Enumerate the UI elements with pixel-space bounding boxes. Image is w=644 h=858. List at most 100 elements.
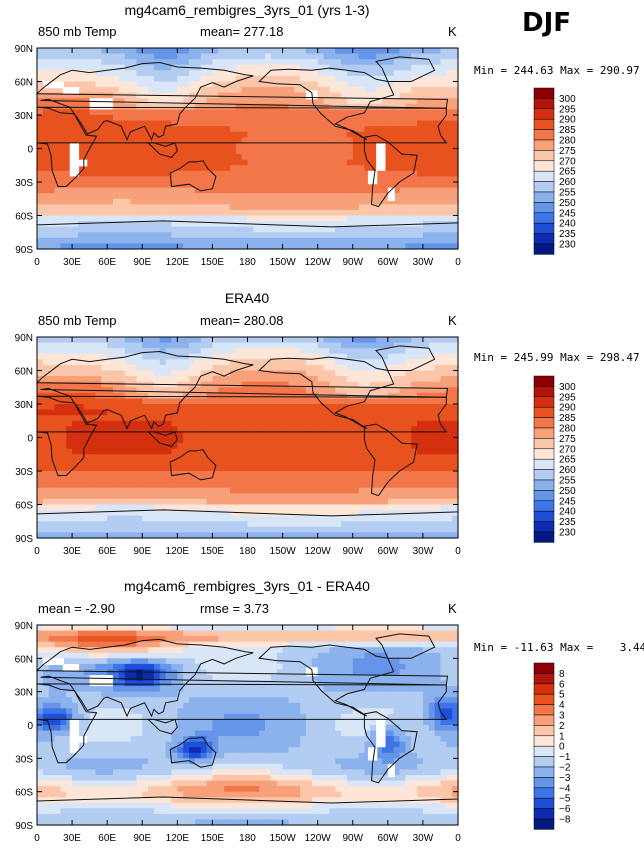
colorbar-label: 300 bbox=[559, 382, 576, 393]
y-tick-label: 30S bbox=[15, 754, 33, 765]
panel-map: 0 30E 60E 90E 120E 150E 180 150W 120W 90W 60W 30W 09… bbox=[15, 621, 462, 844]
x-tick-label: 90W bbox=[342, 546, 363, 557]
colorbar-swatch bbox=[533, 87, 555, 99]
y-tick-label: 60N bbox=[15, 367, 33, 378]
x-tick-label: 60E bbox=[98, 257, 116, 268]
coastlines bbox=[35, 633, 459, 804]
colorbar-label: −3 bbox=[559, 773, 571, 784]
x-tick-label: 150W bbox=[270, 833, 297, 844]
colorbar-swatch bbox=[533, 469, 555, 481]
colorbar-swatch bbox=[533, 662, 555, 674]
colorbar-swatch bbox=[533, 714, 555, 726]
colorbar-label: 255 bbox=[559, 476, 576, 487]
panel-title: mg4cam6_rembigres_3yrs_01 (yrs 1-3) bbox=[124, 2, 370, 18]
colorbar-swatch bbox=[533, 129, 555, 141]
x-tick-label: 30W bbox=[413, 833, 434, 844]
colorbar-label: 235 bbox=[559, 229, 576, 240]
x-tick-label: 30E bbox=[63, 833, 81, 844]
x-tick-label: 0 bbox=[455, 546, 461, 557]
colorbar-label: 6 bbox=[559, 679, 565, 690]
colorbar-swatch bbox=[533, 479, 555, 491]
x-tick-label: 90E bbox=[133, 833, 151, 844]
colorbar-label: 280 bbox=[559, 136, 576, 147]
colorbar-label: 4 bbox=[559, 700, 565, 711]
y-tick-label: 30S bbox=[15, 467, 33, 478]
panel-variable-label: 850 mb Temp bbox=[38, 313, 117, 328]
panel-colorbar: 3002952902852802752702652602552502452402… bbox=[533, 87, 576, 255]
y-tick-label: 30N bbox=[15, 400, 33, 411]
colorbar-label: −8 bbox=[559, 815, 571, 826]
colorbar-swatch bbox=[533, 745, 555, 757]
y-tick-label: 0 bbox=[27, 145, 33, 156]
colorbar-label: 290 bbox=[559, 403, 576, 414]
panel-units-label: K bbox=[448, 313, 457, 328]
colorbar-swatch bbox=[533, 510, 555, 522]
colorbar-label: −2 bbox=[559, 763, 571, 774]
panel-colorbar: 3002952902852802752702652602552502452402… bbox=[533, 375, 576, 543]
x-tick-label: 150E bbox=[201, 833, 225, 844]
panel-title: mg4cam6_rembigres_3yrs_01 - ERA40 bbox=[124, 578, 370, 594]
x-tick-label: 180 bbox=[239, 546, 256, 557]
panel-mean-label: mean= 277.18 bbox=[200, 24, 284, 39]
panel-rmse-label: rmse = 3.73 bbox=[200, 601, 270, 616]
colorbar-swatch bbox=[533, 233, 555, 245]
x-tick-label: 120E bbox=[166, 257, 190, 268]
x-tick-label: 120E bbox=[166, 546, 190, 557]
colorbar-swatch bbox=[533, 500, 555, 512]
y-tick-label: 60N bbox=[15, 654, 33, 665]
y-tick-label: 60S bbox=[15, 212, 33, 223]
colorbar-label: 250 bbox=[559, 198, 576, 209]
colorbar-label: 8 bbox=[559, 669, 565, 680]
colorbar-swatch bbox=[533, 150, 555, 162]
panel-units-label: K bbox=[448, 24, 457, 39]
y-tick-label: 30N bbox=[15, 111, 33, 122]
colorbar-label: 240 bbox=[559, 507, 576, 518]
colorbar-swatch bbox=[533, 139, 555, 151]
colorbar-label: 250 bbox=[559, 486, 576, 497]
x-tick-label: 150W bbox=[270, 257, 297, 268]
x-tick-label: 0 bbox=[34, 833, 40, 844]
x-tick-label: 60W bbox=[378, 257, 399, 268]
colorbar-swatch bbox=[533, 448, 555, 460]
colorbar-label: −6 bbox=[559, 804, 571, 815]
x-tick-label: 120W bbox=[305, 833, 332, 844]
x-tick-label: 150E bbox=[201, 546, 225, 557]
colorbar-label: 265 bbox=[559, 167, 576, 178]
colorbar-swatch bbox=[533, 521, 555, 533]
colorbar-label: 275 bbox=[559, 434, 576, 445]
colorbar-swatch bbox=[533, 693, 555, 705]
colorbar-label: 275 bbox=[559, 146, 576, 157]
colorbar-label: 2 bbox=[559, 721, 565, 732]
colorbar-label: 260 bbox=[559, 465, 576, 476]
x-tick-label: 120E bbox=[166, 833, 190, 844]
colorbar-label: 1 bbox=[559, 731, 565, 742]
x-tick-label: 180 bbox=[239, 833, 256, 844]
colorbar-label: 0 bbox=[559, 742, 565, 753]
colorbar-swatch bbox=[533, 202, 555, 214]
colorbar-label: 290 bbox=[559, 115, 576, 126]
colorbar-label: 270 bbox=[559, 156, 576, 167]
colorbar-label: 295 bbox=[559, 104, 576, 115]
coastlines bbox=[35, 56, 459, 228]
colorbar-label: 230 bbox=[559, 528, 576, 539]
coastlines bbox=[35, 345, 459, 517]
colorbar-label: 5 bbox=[559, 690, 565, 701]
colorbar-swatch bbox=[533, 386, 555, 398]
y-tick-label: 60S bbox=[15, 788, 33, 799]
colorbar-label: 3 bbox=[559, 711, 565, 722]
y-tick-label: 30S bbox=[15, 178, 33, 189]
colorbar-swatch bbox=[533, 396, 555, 408]
colorbar-swatch bbox=[533, 683, 555, 695]
colorbar-label: 300 bbox=[559, 94, 576, 105]
colorbar-label: 285 bbox=[559, 125, 576, 136]
y-tick-label: 90S bbox=[15, 245, 33, 256]
colorbar-swatch bbox=[533, 160, 555, 172]
y-tick-label: 90N bbox=[15, 333, 33, 344]
x-tick-label: 0 bbox=[34, 257, 40, 268]
x-tick-label: 150W bbox=[270, 546, 297, 557]
panel-min-max: Min = 244.63 Max = 290.97 bbox=[474, 64, 640, 77]
colorbar-swatch bbox=[533, 98, 555, 110]
colorbar-swatch bbox=[533, 797, 555, 809]
x-tick-label: 90W bbox=[342, 833, 363, 844]
